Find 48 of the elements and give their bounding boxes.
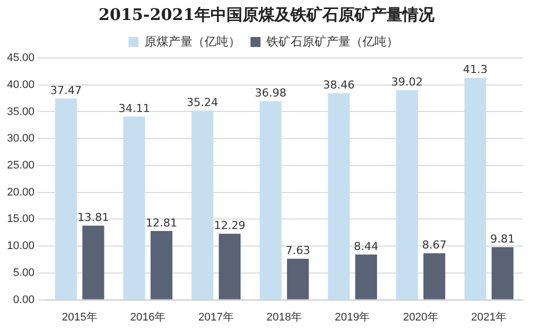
data-label: 37.47	[50, 84, 82, 97]
y-tick-label: 5.00	[13, 266, 35, 279]
data-label: 38.46	[323, 78, 355, 92]
data-label: 7.63	[286, 244, 310, 258]
y-tick-label: 40.00	[6, 78, 35, 91]
bar	[423, 253, 446, 300]
x-tick-label: 2020年	[402, 311, 438, 324]
bar	[82, 226, 104, 300]
data-label: 8.44	[354, 240, 378, 253]
chart-title: 2015-2021年中国原煤及铁矿石原矿产量情况	[98, 4, 436, 26]
y-tick-label: 10.00	[6, 240, 35, 252]
data-label: 12.29	[214, 219, 246, 232]
bar	[55, 98, 77, 300]
data-label: 39.02	[391, 75, 423, 88]
bar	[328, 93, 350, 300]
legend-label: 铁矿石原矿产量（亿吨）	[266, 34, 398, 48]
legend-label: 原煤产量（亿吨）	[144, 34, 240, 48]
bar	[492, 247, 514, 300]
x-tick-label: 2016年	[130, 311, 166, 324]
data-label: 36.98	[254, 86, 286, 100]
y-tick-label: 35.00	[6, 106, 35, 118]
data-label: 41.3	[463, 63, 488, 76]
bar	[123, 116, 146, 300]
data-label: 34.11	[118, 102, 150, 115]
data-label: 13.81	[78, 210, 110, 224]
bar	[286, 258, 309, 300]
y-tick-label: 25.00	[6, 160, 35, 172]
y-tick-label: 0.00	[13, 294, 35, 306]
x-tick-label: 2018年	[266, 311, 302, 324]
data-label: 12.81	[146, 216, 178, 230]
x-tick-label: 2017年	[198, 311, 234, 324]
bar	[150, 230, 172, 300]
data-label: 35.24	[186, 96, 218, 109]
bar	[396, 90, 418, 300]
bar	[464, 78, 486, 300]
data-label: 8.67	[422, 238, 447, 252]
y-tick-label: 20.00	[6, 186, 35, 198]
x-tick-label: 2015年	[62, 311, 98, 324]
x-tick-label: 2019年	[334, 311, 370, 324]
x-tick-label: 2021年	[471, 311, 507, 324]
y-tick-label: 15.00	[6, 213, 35, 226]
y-tick-label: 30.00	[6, 132, 35, 145]
bar	[355, 254, 378, 300]
y-tick-label: 45.00	[6, 52, 35, 64]
bar	[218, 234, 241, 300]
bar	[260, 101, 282, 300]
bar	[191, 110, 214, 300]
data-label: 9.81	[490, 232, 515, 246]
